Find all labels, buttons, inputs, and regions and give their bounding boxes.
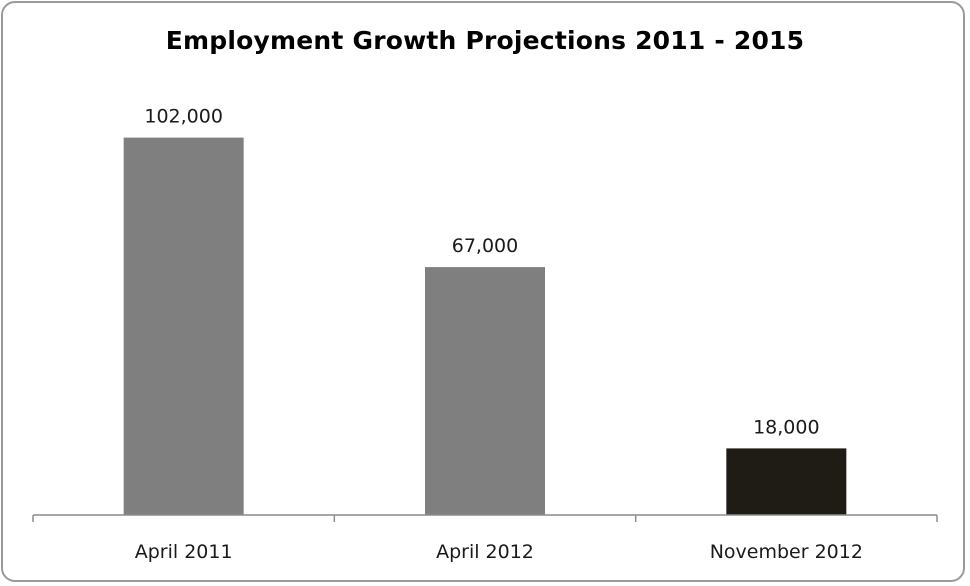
bar xyxy=(123,137,244,515)
data-label: 18,000 xyxy=(753,416,819,438)
chart-title: Employment Growth Projections 2011 - 201… xyxy=(165,26,805,55)
bar xyxy=(726,448,847,515)
x-tick-label: April 2012 xyxy=(436,541,534,563)
data-label: 102,000 xyxy=(144,106,223,128)
bar xyxy=(425,267,545,515)
data-label: 67,000 xyxy=(452,235,518,257)
x-tick-label: November 2012 xyxy=(710,541,863,563)
x-tick-label: April 2011 xyxy=(135,541,233,563)
